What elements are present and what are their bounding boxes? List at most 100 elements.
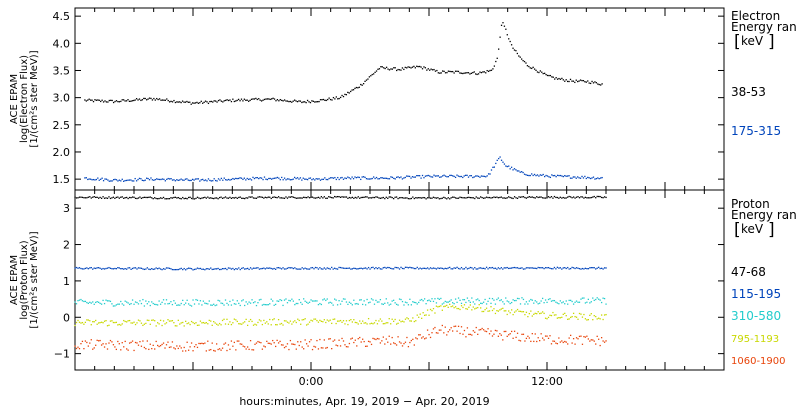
data-point (477, 306, 479, 309)
data-point (91, 99, 93, 101)
data-point (321, 178, 323, 181)
data-point (452, 302, 454, 304)
data-point (587, 298, 589, 301)
data-point (156, 178, 158, 180)
data-point (187, 322, 190, 324)
data-point (279, 267, 281, 269)
data-point (136, 268, 138, 270)
data-point (483, 175, 485, 178)
data-point (114, 197, 116, 200)
data-point (355, 86, 358, 89)
data-point (139, 300, 141, 302)
data-point (542, 72, 544, 75)
data-point (342, 196, 345, 198)
data-point (370, 178, 372, 180)
data-point (378, 301, 380, 303)
data-point (437, 197, 439, 199)
data-point (133, 267, 135, 269)
data-point (130, 268, 132, 270)
data-point (278, 177, 280, 179)
data-point (555, 176, 557, 178)
data-point (568, 299, 570, 302)
data-point (176, 197, 178, 199)
data-point (525, 301, 528, 303)
data-point (441, 324, 443, 327)
data-point (587, 197, 589, 199)
data-point (272, 319, 274, 321)
data-point (584, 196, 587, 199)
data-point (153, 97, 155, 100)
data-point (331, 177, 333, 179)
data-point (376, 323, 379, 325)
data-point (433, 68, 435, 71)
data-point (429, 336, 432, 339)
data-point (154, 197, 156, 199)
data-point (232, 98, 234, 100)
data-point (268, 98, 270, 100)
data-point (74, 196, 76, 198)
data-point (444, 267, 446, 270)
data-point (370, 343, 373, 346)
data-point (496, 268, 498, 270)
data-point (80, 298, 82, 301)
data-point (216, 101, 218, 103)
data-point (375, 266, 377, 269)
data-point (157, 268, 159, 270)
data-point (103, 197, 106, 199)
data-point (537, 266, 539, 269)
data-point (258, 341, 261, 343)
data-point (468, 196, 470, 198)
data-point (539, 174, 541, 176)
data-point (128, 319, 131, 322)
data-point (236, 177, 238, 180)
data-point (578, 312, 581, 315)
data-point (325, 178, 327, 181)
data-point (496, 330, 498, 332)
data-point (151, 319, 153, 321)
data-point (423, 177, 425, 179)
data-point (541, 337, 544, 339)
data-point (391, 196, 393, 199)
data-point (556, 302, 559, 304)
data-point (394, 266, 396, 269)
data-point (226, 302, 228, 305)
data-point (443, 268, 445, 270)
data-point (162, 196, 165, 199)
data-point (335, 178, 337, 181)
data-point (269, 196, 271, 198)
data-point (322, 299, 324, 301)
data-point (584, 318, 587, 320)
data-point (137, 319, 140, 321)
data-point (441, 303, 443, 305)
data-point (117, 196, 119, 198)
data-point (267, 342, 269, 344)
data-point (319, 319, 321, 322)
data-point (499, 196, 501, 199)
data-point (595, 315, 597, 318)
data-point (447, 301, 449, 303)
data-point (320, 347, 323, 349)
data-point (111, 320, 113, 322)
data-point (596, 297, 598, 299)
data-point (484, 298, 486, 301)
data-point (553, 299, 556, 302)
data-point (218, 348, 221, 350)
data-point (241, 343, 243, 345)
data-point (555, 77, 557, 79)
data-point (308, 101, 310, 103)
data-point (515, 169, 517, 171)
data-point (300, 301, 302, 304)
data-point (590, 313, 592, 315)
data-point (77, 346, 79, 348)
data-point (409, 320, 411, 322)
data-point (553, 195, 556, 198)
data-point (205, 350, 207, 352)
data-point (238, 323, 240, 325)
data-point (173, 268, 175, 271)
data-point (217, 299, 219, 302)
data-point (246, 177, 248, 180)
data-point (83, 300, 85, 303)
data-point (478, 197, 480, 199)
data-point (143, 97, 145, 100)
data-point (598, 298, 600, 300)
